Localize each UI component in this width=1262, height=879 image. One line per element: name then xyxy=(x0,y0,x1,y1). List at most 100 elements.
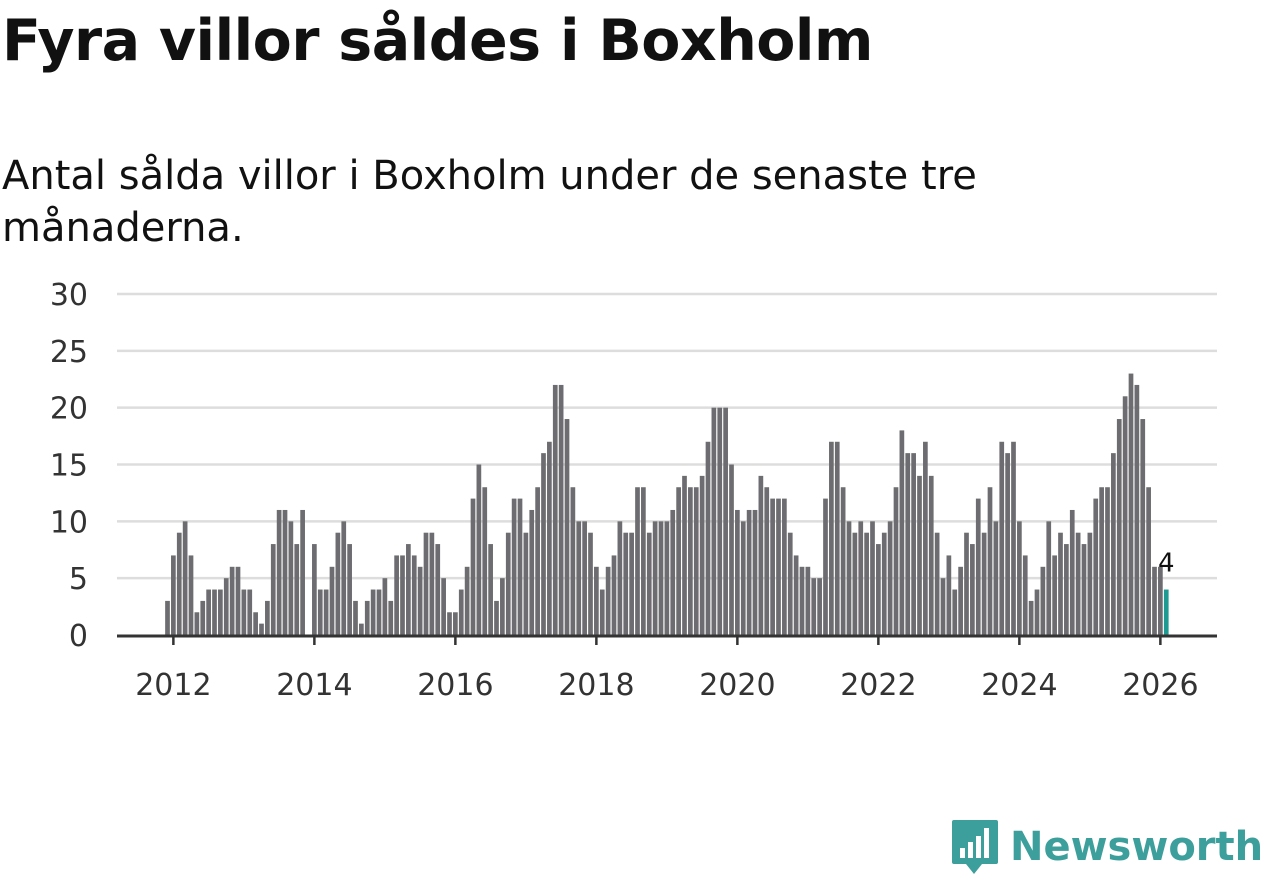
bar xyxy=(582,521,587,635)
bar xyxy=(312,544,317,635)
bar xyxy=(993,521,999,635)
bar xyxy=(282,509,288,635)
bar xyxy=(206,589,211,635)
bar xyxy=(1058,532,1063,635)
bar xyxy=(505,532,511,635)
bar xyxy=(946,555,952,635)
bar xyxy=(347,544,352,635)
bar xyxy=(429,532,435,635)
bar xyxy=(1069,509,1075,635)
bar xyxy=(670,509,676,635)
bar xyxy=(370,589,376,635)
bar-value-label: 4 xyxy=(1158,549,1175,579)
bar xyxy=(1040,566,1046,635)
bar xyxy=(317,589,323,635)
bar xyxy=(1005,453,1010,635)
bar xyxy=(276,509,282,635)
bar xyxy=(400,555,405,635)
bar xyxy=(735,509,740,635)
bar xyxy=(453,612,458,635)
bar xyxy=(664,521,670,635)
bar xyxy=(447,612,452,635)
bar xyxy=(288,521,294,635)
bar xyxy=(658,521,664,635)
bar xyxy=(265,600,270,635)
bar xyxy=(823,498,828,635)
bar xyxy=(1087,532,1093,635)
bar xyxy=(688,487,693,635)
bar xyxy=(165,600,170,635)
bar xyxy=(887,521,893,635)
bar xyxy=(294,544,300,635)
bar xyxy=(1140,419,1146,635)
bar xyxy=(417,566,423,635)
bar xyxy=(382,578,388,635)
bar xyxy=(787,532,793,635)
bar xyxy=(558,384,564,635)
bar xyxy=(1122,396,1128,635)
newsworthy-logo: Newsworthy xyxy=(950,818,1262,876)
bar xyxy=(353,600,358,635)
bar xyxy=(829,441,834,635)
bar xyxy=(500,578,505,635)
bar xyxy=(705,441,711,635)
bar xyxy=(699,475,705,635)
y-tick-label: 20 xyxy=(50,392,88,427)
bar xyxy=(488,544,493,635)
bar xyxy=(1064,544,1069,635)
bar xyxy=(1017,521,1022,635)
chart-title: Fyra villor såldes i Boxholm xyxy=(2,8,873,74)
bar xyxy=(846,521,852,635)
bar xyxy=(1099,487,1104,635)
bar xyxy=(218,589,223,635)
bar xyxy=(241,589,247,635)
bar xyxy=(811,578,817,635)
x-tick-label: 2014 xyxy=(276,668,352,703)
bar xyxy=(805,566,811,635)
bar xyxy=(623,532,629,635)
y-tick-label: 15 xyxy=(50,449,88,484)
bar xyxy=(599,589,605,635)
bar xyxy=(641,487,646,635)
newsworthy-logo-icon xyxy=(952,820,998,874)
bar xyxy=(1046,521,1052,635)
bar xyxy=(905,453,911,635)
bar xyxy=(717,407,723,635)
bar xyxy=(752,509,758,635)
y-tick-label: 30 xyxy=(50,278,88,313)
bars xyxy=(165,373,1169,635)
bar xyxy=(646,532,652,635)
bar xyxy=(782,498,787,635)
bar xyxy=(388,600,394,635)
bar xyxy=(1134,384,1140,635)
bar xyxy=(981,532,987,635)
bar xyxy=(1011,441,1016,635)
bar xyxy=(200,600,206,635)
bar xyxy=(547,441,552,635)
bar xyxy=(235,566,241,635)
bar xyxy=(776,498,781,635)
bar xyxy=(494,600,499,635)
bar xyxy=(423,532,429,635)
bar xyxy=(570,487,576,635)
bar xyxy=(394,555,399,635)
y-axis-ticks: 0 5 10 15 20 25 30 xyxy=(50,278,88,654)
bar xyxy=(300,509,305,635)
bar xyxy=(834,441,840,635)
x-axis: 2012 2014 2016 2018 2020 2022 2024 2026 xyxy=(117,634,1217,703)
bar xyxy=(893,487,899,635)
bar xyxy=(876,544,881,635)
bar xyxy=(335,532,341,635)
bar xyxy=(1052,555,1057,635)
bar xyxy=(1163,589,1169,635)
bar xyxy=(923,441,928,635)
bar xyxy=(541,453,546,635)
bar xyxy=(852,532,858,635)
bar xyxy=(171,555,176,635)
bar xyxy=(682,475,687,635)
bar xyxy=(964,532,969,635)
bar xyxy=(1128,373,1134,635)
bar xyxy=(770,498,775,635)
bar xyxy=(247,589,253,635)
bar xyxy=(1152,566,1157,635)
